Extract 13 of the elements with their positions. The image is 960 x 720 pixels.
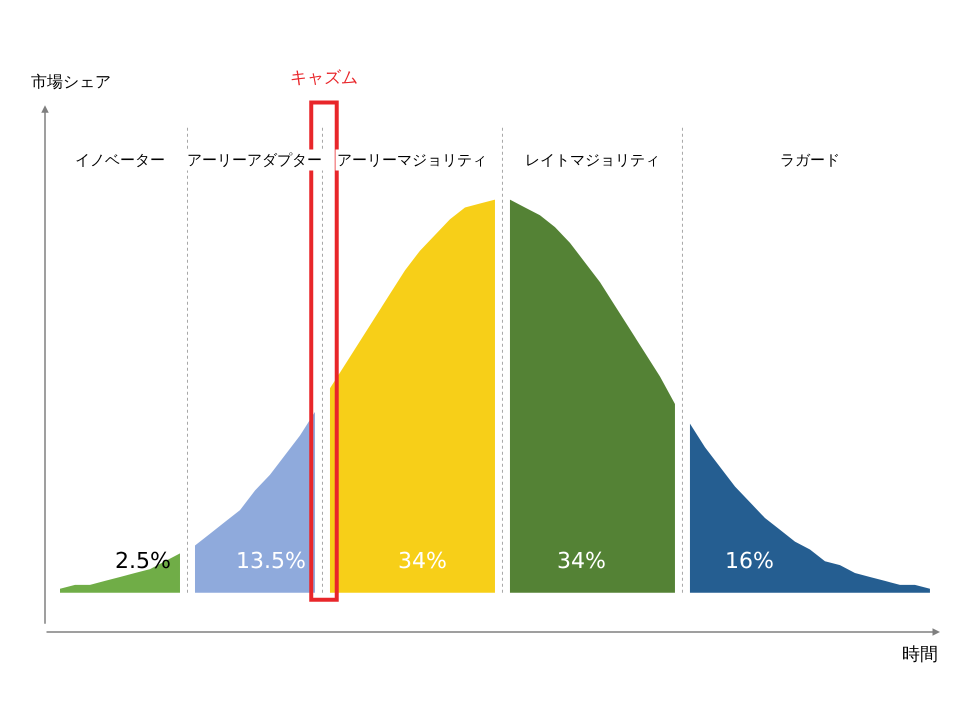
annotation: 16% bbox=[725, 549, 774, 574]
text: ラガード bbox=[780, 151, 840, 169]
text: キャズム bbox=[290, 68, 358, 88]
annotation: 13.5% bbox=[236, 549, 306, 574]
annotation: 34% bbox=[557, 549, 606, 574]
annotation: 2.5% bbox=[115, 549, 171, 574]
annotation: 34% bbox=[398, 549, 447, 574]
x-axis-title: 時間 bbox=[902, 644, 938, 665]
text: レイトマジョリティ bbox=[525, 151, 660, 169]
text: アーリーマジョリティ bbox=[337, 151, 487, 169]
text: イノベーター bbox=[75, 151, 165, 169]
text: 市場シェア bbox=[31, 72, 111, 91]
text: アーリーアダプター bbox=[187, 151, 322, 169]
